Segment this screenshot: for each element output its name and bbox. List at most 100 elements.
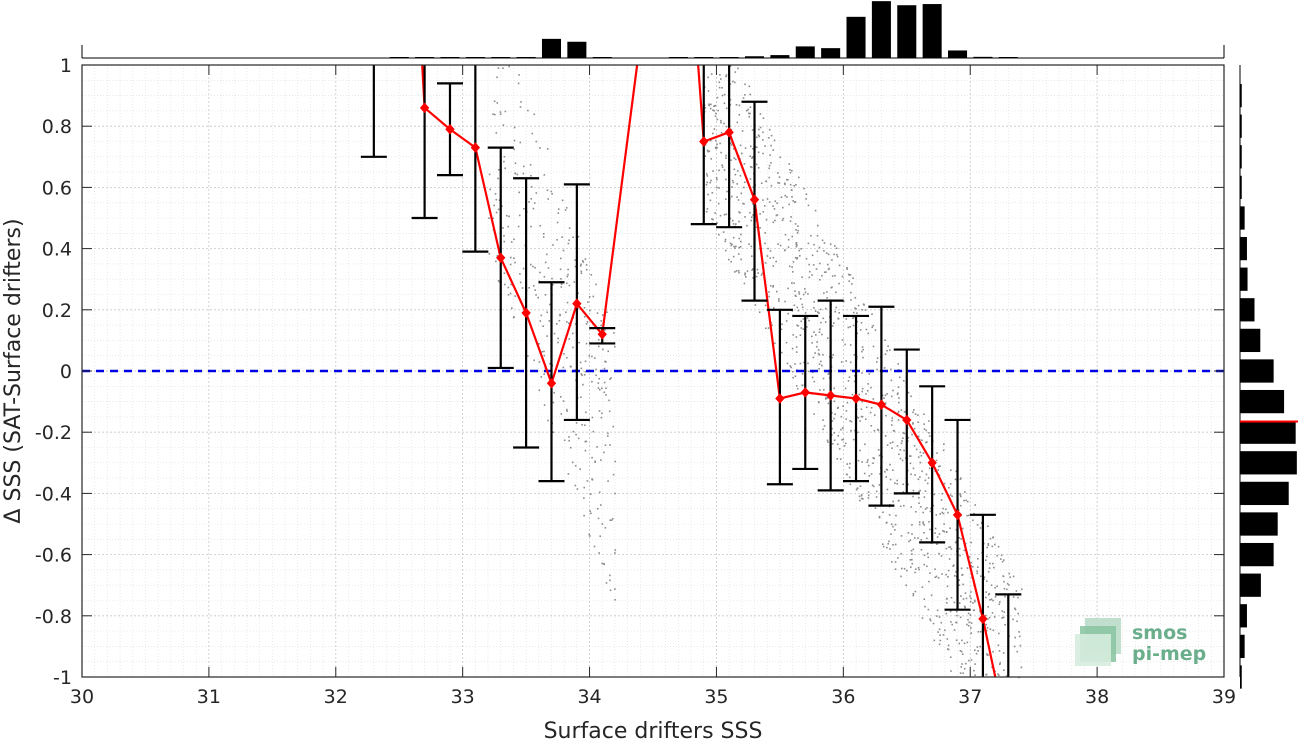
top-histogram-bar	[973, 56, 993, 58]
scatter-point	[514, 295, 517, 297]
scatter-point	[544, 261, 547, 264]
scatter-point	[946, 638, 949, 640]
scatter-point	[575, 422, 578, 424]
scatter-point	[601, 523, 604, 525]
scatter-point	[762, 211, 765, 213]
scatter-point	[603, 451, 605, 454]
scatter-point	[708, 103, 710, 106]
scatter-point	[751, 129, 754, 131]
scatter-point	[852, 277, 854, 279]
scatter-point	[574, 265, 577, 268]
scatter-point	[843, 445, 846, 447]
scatter-point	[1018, 631, 1020, 633]
scatter-point	[601, 387, 603, 390]
scatter-point	[950, 670, 952, 672]
scatter-point	[881, 394, 884, 397]
scatter-point	[607, 350, 609, 353]
scatter-point	[894, 561, 897, 563]
scatter-point	[1000, 554, 1003, 557]
scatter-point	[963, 667, 966, 670]
scatter-point	[827, 373, 830, 375]
scatter-point	[779, 244, 782, 247]
scatter-point	[1003, 580, 1005, 583]
scatter-point	[715, 147, 717, 149]
scatter-point	[740, 258, 742, 261]
scatter-point	[963, 642, 966, 645]
scatter-point	[784, 300, 786, 303]
scatter-point	[970, 561, 973, 564]
scatter-point	[544, 294, 547, 296]
scatter-point	[937, 577, 940, 579]
scatter-point	[890, 368, 892, 371]
scatter-point	[840, 428, 842, 431]
scatter-point	[580, 367, 583, 370]
scatter-point	[598, 491, 601, 494]
top-histogram-bar	[795, 46, 815, 58]
scatter-point	[732, 219, 734, 222]
scatter-point	[502, 124, 505, 126]
scatter-point	[979, 527, 982, 529]
scatter-point	[924, 508, 927, 510]
scatter-point	[845, 473, 848, 476]
scatter-point	[808, 319, 810, 322]
scatter-point	[841, 275, 844, 278]
scatter-point	[571, 461, 574, 464]
scatter-point	[584, 440, 587, 443]
scatter-point	[846, 463, 848, 465]
scatter-point	[820, 360, 822, 363]
scatter-point	[959, 494, 962, 496]
scatter-point	[797, 309, 800, 312]
scatter-point	[711, 192, 714, 194]
scatter-point	[868, 373, 871, 375]
scatter-point	[513, 238, 515, 241]
scatter-point	[1016, 650, 1019, 653]
scatter-point	[923, 413, 925, 415]
scatter-point	[900, 535, 903, 537]
scatter-point	[943, 443, 945, 445]
scatter-point	[532, 265, 534, 268]
scatter-point	[845, 360, 847, 362]
scatter-point	[833, 253, 835, 256]
scatter-point	[913, 445, 916, 447]
scatter-point	[992, 599, 994, 602]
scatter-point	[607, 435, 609, 437]
scatter-point	[611, 518, 614, 520]
scatter-point	[997, 644, 1000, 647]
scatter-point	[926, 507, 928, 509]
scatter-point	[854, 307, 856, 309]
scatter-point	[900, 442, 903, 445]
scatter-point	[894, 529, 896, 531]
scatter-point	[796, 387, 799, 390]
scatter-point	[966, 500, 969, 503]
scatter-point	[860, 408, 863, 410]
scatter-point	[595, 374, 597, 377]
scatter-point	[989, 562, 991, 565]
scatter-point	[940, 555, 943, 557]
scatter-point	[808, 370, 810, 373]
top-histogram-bar	[871, 1, 891, 59]
scatter-point	[988, 567, 991, 569]
scatter-point	[723, 93, 726, 96]
scatter-point	[797, 325, 799, 327]
scatter-point	[861, 346, 864, 348]
scatter-point	[862, 498, 864, 500]
scatter-point	[868, 475, 871, 477]
mean-marker	[749, 194, 760, 205]
scatter-point	[949, 546, 952, 548]
scatter-point	[985, 673, 988, 676]
scatter-point	[825, 398, 827, 400]
scatter-point	[560, 278, 562, 280]
scatter-point	[795, 243, 798, 246]
scatter-point	[725, 107, 728, 110]
mean-line-segment	[421, 65, 426, 108]
scatter-point	[764, 145, 766, 147]
scatter-point	[944, 629, 946, 632]
scatter-point	[503, 160, 505, 163]
scatter-point	[987, 606, 989, 608]
scatter-point	[853, 380, 856, 383]
scatter-point	[814, 310, 817, 312]
scatter-point	[723, 213, 726, 216]
scatter-point	[583, 307, 586, 309]
scatter-point	[920, 454, 923, 457]
scatter-point	[999, 601, 1001, 603]
